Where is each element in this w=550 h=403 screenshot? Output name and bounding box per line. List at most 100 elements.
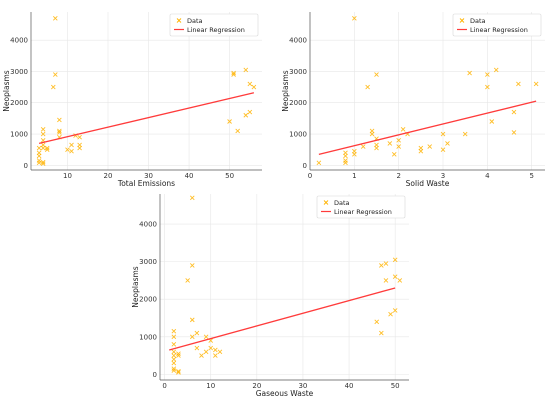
data-point xyxy=(171,328,177,334)
data-point xyxy=(352,148,357,154)
y-tick-label: 0 xyxy=(24,162,28,170)
x-tick-label: 20 xyxy=(104,172,113,180)
data-point xyxy=(360,144,366,149)
x-tick-label: 10 xyxy=(206,382,215,390)
legend-regression-label: Linear Regression xyxy=(470,26,528,34)
data-point xyxy=(511,130,517,135)
data-point xyxy=(176,369,181,374)
data-point xyxy=(388,311,393,317)
legend-data-label: Data xyxy=(470,17,486,25)
data-point xyxy=(77,145,82,151)
data-point xyxy=(176,353,181,358)
data-point xyxy=(171,334,177,340)
x-tick-label: 1 xyxy=(352,172,356,180)
y-tick-label: 4000 xyxy=(139,221,157,229)
data-point xyxy=(462,131,468,137)
x-tick-label: 0 xyxy=(162,382,166,390)
data-point xyxy=(40,127,46,132)
data-point xyxy=(440,147,446,152)
data-point xyxy=(231,70,236,76)
y-tick-label: 4000 xyxy=(289,37,307,45)
y-tick-label: 0 xyxy=(303,162,307,170)
data-point xyxy=(171,357,177,362)
data-point xyxy=(392,308,398,313)
data-point xyxy=(171,368,177,373)
legend-box xyxy=(316,195,406,219)
legend-data-label: Data xyxy=(334,199,350,207)
data-point xyxy=(189,195,195,201)
x-axis-label: Solid Waste xyxy=(406,179,450,188)
data-point xyxy=(243,112,249,118)
data-point xyxy=(57,130,62,135)
x-tick-label: 30 xyxy=(144,172,153,180)
y-tick-label: 3000 xyxy=(10,68,28,76)
data-point xyxy=(493,67,499,73)
data-point xyxy=(516,81,521,87)
data-point xyxy=(176,370,181,375)
legend-data-marker xyxy=(176,18,182,23)
data-point xyxy=(396,137,401,143)
data-point xyxy=(374,319,380,325)
data-point xyxy=(485,84,490,90)
data-point xyxy=(427,144,433,149)
x-tick-label: 50 xyxy=(225,172,234,180)
data-point xyxy=(199,353,204,358)
data-point xyxy=(235,128,241,134)
regression-line xyxy=(169,287,396,351)
y-tick-label: 4000 xyxy=(10,37,28,45)
data-point xyxy=(374,145,379,151)
data-point xyxy=(251,84,257,90)
data-point xyxy=(50,84,56,90)
data-point xyxy=(511,109,517,115)
data-point xyxy=(369,131,375,137)
legend-box xyxy=(169,13,259,37)
x-tick-label: 5 xyxy=(529,172,533,180)
regression-line xyxy=(38,92,255,145)
data-point xyxy=(171,353,177,358)
data-point xyxy=(227,119,232,124)
data-point xyxy=(69,142,74,148)
data-point xyxy=(213,347,218,353)
data-point xyxy=(440,131,446,137)
x-axis-label: Gaseous Waste xyxy=(256,389,314,398)
legend-data-label: Data xyxy=(187,17,203,25)
data-point xyxy=(392,257,398,263)
data-point xyxy=(243,67,249,73)
data-point xyxy=(217,349,223,355)
y-tick-label: 2000 xyxy=(139,296,157,304)
data-point xyxy=(365,84,370,90)
x-tick-label: 10 xyxy=(63,172,72,180)
y-axis-label: Neoplasms xyxy=(2,70,11,111)
data-point xyxy=(374,72,379,77)
data-point xyxy=(231,72,236,77)
data-point xyxy=(36,153,42,159)
y-tick-label: 0 xyxy=(153,371,157,379)
data-point xyxy=(69,148,74,154)
y-tick-label: 3000 xyxy=(289,68,307,76)
x-tick-label: 0 xyxy=(308,172,312,180)
data-point xyxy=(343,160,348,166)
x-axis-label: Total Emissions xyxy=(117,179,175,188)
data-point xyxy=(57,117,62,123)
data-point xyxy=(383,261,389,266)
legend-regression-label: Linear Regression xyxy=(334,208,392,216)
data-point xyxy=(171,349,177,355)
data-point xyxy=(189,263,195,268)
y-tick-label: 1000 xyxy=(139,333,157,341)
y-tick-label: 1000 xyxy=(10,131,28,139)
x-tick-label: 50 xyxy=(391,382,400,390)
data-point xyxy=(208,345,214,351)
data-point xyxy=(533,81,539,87)
x-tick-label: 2 xyxy=(396,172,400,180)
data-point xyxy=(397,278,403,283)
data-point xyxy=(77,134,82,140)
data-point xyxy=(40,131,46,137)
x-tick-label: 20 xyxy=(252,382,261,390)
data-point xyxy=(247,81,253,87)
data-point xyxy=(40,161,46,167)
data-point xyxy=(400,127,406,132)
data-point xyxy=(189,334,195,340)
data-point xyxy=(52,15,58,21)
data-point xyxy=(467,70,472,76)
y-tick-label: 3000 xyxy=(139,258,157,266)
